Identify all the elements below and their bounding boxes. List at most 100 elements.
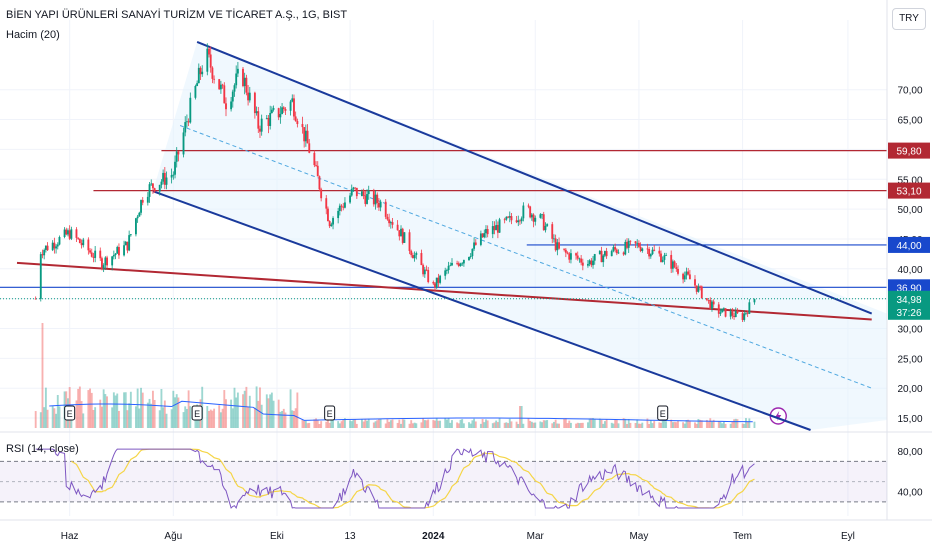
volume-bar [255,386,258,428]
volume-bar [92,409,95,428]
candle-body [699,286,702,288]
volume-bar [362,421,365,428]
volume-bar [112,392,115,428]
candle-body [70,229,73,239]
candle-body [527,205,530,207]
candle-body [563,248,566,250]
volume-bar [372,422,375,428]
candle-body [622,252,625,255]
volume-bar [566,423,569,428]
volume-bar [211,410,214,428]
price-axis-tick: 50,00 [897,205,922,216]
currency-button[interactable]: TRY [892,8,926,30]
candle-body [648,249,651,257]
volume-bar [719,421,722,428]
volume-bar [389,420,392,428]
volume-bar [663,419,666,428]
earnings-marker: E [657,405,669,421]
candle-body [712,301,715,305]
volume-bar [265,394,268,428]
volume-bar [517,423,520,428]
candle-body [544,225,547,231]
volume-bar [257,400,260,428]
candle-body [197,67,200,84]
volume-bar [46,409,49,428]
volume-bar [602,423,605,428]
price-axis: 70,0065,0060,0055,0050,0045,0040,0035,00… [888,86,930,425]
candle-body [554,238,557,251]
volume-bar [694,422,696,428]
volume-bar [219,412,222,428]
volume-bar [51,405,54,428]
candle-body [111,256,114,266]
rsi-pane: 80,00 40,00 [0,447,923,510]
candle-body [539,214,542,218]
volume-bar [236,392,239,428]
volume-bar [483,422,486,428]
earnings-marker-box [657,405,669,421]
volume-bar [468,422,470,428]
volume-bar [510,421,513,428]
candle-body [325,198,328,209]
volume-bar [493,422,496,428]
volume-bar [507,423,510,428]
volume-indicator-label[interactable]: Hacim (20) [6,29,60,41]
volume-bar [459,419,462,428]
candle-body [707,299,710,301]
volume-bar [522,423,525,428]
candle-body [614,247,617,250]
volume-bar [398,419,401,428]
candle-body [184,122,187,133]
candle-body [218,79,221,90]
volume-bar [213,408,216,428]
volume-bar [41,323,44,428]
candle-body [551,224,554,239]
candle-body [556,242,559,251]
candle-body [695,285,698,292]
volume-bar [673,421,676,428]
volume-bar [116,393,119,428]
price-level-tag-label: 44,00 [896,241,921,252]
candle-body [519,220,521,222]
candle-body [160,181,163,185]
volume-bar [457,423,460,428]
time-axis-tick: 13 [344,531,356,542]
volume-bar [435,418,438,428]
candle-body [44,245,47,250]
volume-bar [277,399,280,428]
earnings-marker-label: E [194,409,200,419]
candle-body [174,161,176,175]
candle-body [213,78,216,80]
candle-body [306,130,309,144]
volume-bar [400,423,402,428]
earnings-marker-label: E [660,409,666,419]
volume-bar [34,411,37,428]
candle-body [128,235,131,251]
candle-body [332,218,334,225]
volume-bar [471,420,474,428]
volume-bar [505,422,508,428]
rsi-indicator-label[interactable]: RSI (14, close) [6,443,79,455]
candle-body [301,124,304,128]
candle-body [89,250,91,253]
candle-body [101,258,103,269]
volume-bar [39,412,42,428]
volume-bar [106,396,108,428]
volume-bar [223,390,226,428]
volume-bar [575,423,577,428]
volume-bar [361,419,363,428]
candle-body [374,194,377,205]
candle-body [68,230,71,239]
candle-body [242,68,244,87]
candle-body [736,311,739,314]
volume-bar [44,387,47,428]
volume-bar [449,422,452,428]
candle-body [114,253,117,256]
volume-bar [90,392,93,428]
volume-bar [355,423,358,428]
candle-body [398,230,401,237]
price-axis-tick: 30,00 [897,325,922,336]
price-level-tag [888,182,930,199]
candle-body [578,258,581,260]
